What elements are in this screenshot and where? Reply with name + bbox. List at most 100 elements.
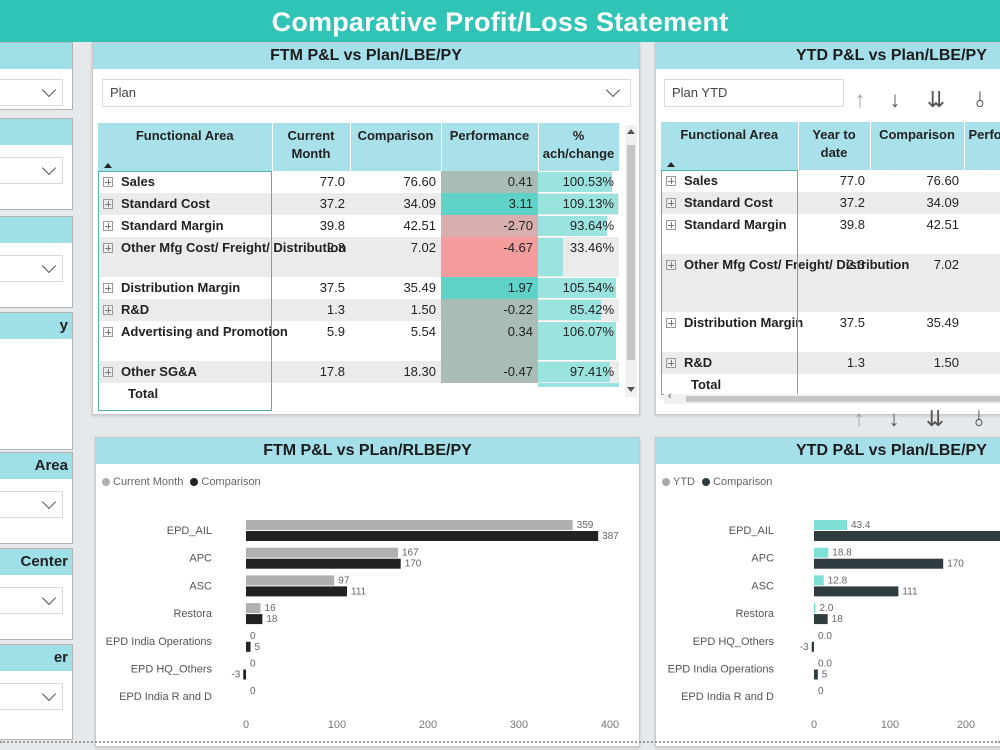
scroll-left-icon[interactable]: ‹	[668, 390, 672, 402]
table-row[interactable]: R&D 1.3 1.50	[661, 352, 1000, 374]
slicer-4[interactable]: Area	[0, 452, 73, 544]
functional-area-cell[interactable]: Standard Cost	[98, 193, 272, 215]
functional-area-label: Distribution Margin	[684, 315, 804, 330]
functional-area-cell[interactable]: Distribution Margin	[661, 312, 803, 352]
table-row[interactable]: Advertising and Promotion 5.9 5.54 0.34 106.…	[98, 321, 619, 361]
ytd-col-year-to-date[interactable]: Year to date	[798, 122, 871, 170]
table-row[interactable]: Standard Margin 39.8 42.51	[661, 214, 1000, 254]
functional-area-cell[interactable]: Other SG&A	[98, 361, 272, 383]
slicer-dropdown[interactable]	[0, 491, 63, 518]
functional-area-cell[interactable]: Distribution Margin	[98, 277, 272, 299]
expand-icon[interactable]	[103, 305, 113, 315]
scroll-up-icon[interactable]	[627, 129, 635, 134]
ytd-scroll-thumb[interactable]	[686, 396, 1000, 402]
pct-ach-change-cell: 105.54%	[538, 277, 619, 299]
expand-hierarchy-icon[interactable]: ⫰	[975, 87, 985, 112]
bar-primary	[246, 603, 261, 614]
slicer-dropdown[interactable]	[0, 79, 63, 106]
expand-icon[interactable]	[666, 198, 676, 208]
slicer-2[interactable]	[0, 216, 73, 308]
table-row[interactable]: Distribution Margin 37.5 35.49	[661, 312, 1000, 352]
functional-area-cell[interactable]: Sales	[98, 171, 272, 193]
functional-area-cell[interactable]: Standard Margin	[661, 214, 798, 254]
table-row[interactable]: Other Mfg Cost/ Freight/ Distribution 2.3…	[661, 254, 1000, 312]
ytd-col-functional-area[interactable]: Functional Area	[661, 122, 799, 170]
table-row[interactable]: Sales 77.0 76.60	[661, 170, 1000, 192]
table-row[interactable]: Standard Margin 39.8 42.51 -2.70 93.64%	[98, 215, 619, 237]
expand-next-level-icon[interactable]: ⇊	[926, 87, 946, 112]
functional-area-cell[interactable]: R&D	[98, 299, 272, 321]
ytd-table-visual[interactable]: YTD P&L vs Plan/LBE/PY Plan YTD ↑ ↓ ⇊ ⫰ …	[655, 42, 1000, 415]
scroll-down-icon[interactable]	[627, 387, 635, 392]
drill-up-icon[interactable]: ↑	[853, 406, 865, 431]
table-row[interactable]: Sales 77.0 76.60 0.41 100.53%	[98, 171, 619, 193]
table-row[interactable]: Standard Cost 37.2 34.09	[661, 192, 1000, 214]
slicer-6[interactable]: er	[0, 644, 73, 740]
expand-icon[interactable]	[666, 260, 676, 270]
slicer-0[interactable]	[0, 42, 73, 110]
table-row[interactable]: R&D 1.3 1.50 -0.22 85.42%	[98, 299, 619, 321]
ftm-bar-chart-visual[interactable]: FTM P&L vs PLan/RLBE/PY Current Month Co…	[95, 437, 640, 747]
drill-down-icon[interactable]: ↓	[889, 87, 901, 112]
expand-hierarchy-icon[interactable]: ⫰	[974, 406, 984, 431]
total-row[interactable]: Total	[661, 374, 1000, 395]
expand-icon[interactable]	[666, 176, 676, 186]
functional-area-cell[interactable]: Standard Cost	[661, 192, 798, 214]
functional-area-cell[interactable]: R&D	[661, 352, 798, 374]
ftm-vertical-scrollbar[interactable]	[625, 125, 637, 397]
ftm-col-current-month[interactable]: Current Month	[272, 123, 351, 171]
ytd-comparison-dropdown[interactable]: Plan YTD	[664, 79, 844, 107]
functional-area-cell[interactable]: Other Mfg Cost/ Freight/ Distribution	[98, 237, 346, 277]
expand-icon[interactable]	[666, 220, 676, 230]
slicer-5[interactable]: Center	[0, 548, 73, 640]
ftm-table-visual[interactable]: FTM P&L vs Plan/LBE/PY Plan Functional A…	[92, 42, 640, 415]
ftm-comparison-dropdown[interactable]: Plan	[102, 79, 631, 107]
expand-icon[interactable]	[103, 177, 113, 187]
expand-icon[interactable]	[666, 318, 676, 328]
ftm-col-pct-ach-change[interactable]: % ach/change	[538, 123, 620, 171]
ftm-col-comparison[interactable]: Comparison	[350, 123, 442, 171]
ytd-bar-chart-visual[interactable]: YTD P&L vs Plan/LBE/PY YTD Comparison 0 1…	[655, 437, 1000, 747]
table-row[interactable]: Other Mfg Cost/ Freight/ Distribution 2.3…	[98, 237, 619, 277]
expand-icon[interactable]	[103, 327, 113, 337]
ytd-col-performance[interactable]: Perfo	[964, 122, 1000, 170]
ftm-col-performance[interactable]: Performance	[441, 123, 539, 171]
functional-area-cell[interactable]: Advertising and Promotion	[98, 321, 288, 361]
ftm-scroll-thumb[interactable]	[627, 145, 635, 360]
expand-icon[interactable]	[103, 221, 113, 231]
drill-down-icon[interactable]: ↓	[888, 406, 900, 431]
slicer-dropdown[interactable]	[0, 157, 63, 184]
ytd-col-comparison[interactable]: Comparison	[870, 122, 965, 170]
comparison-cell: 76.60	[926, 173, 959, 188]
expand-icon[interactable]	[103, 199, 113, 209]
table-row[interactable]: Distribution Margin 37.5 35.49 1.97 105.54%	[98, 277, 619, 299]
comparison-cell: 34.09	[870, 192, 964, 214]
functional-area-cell[interactable]: Sales	[661, 170, 798, 192]
bar-comparison	[814, 586, 899, 597]
expand-icon[interactable]	[103, 243, 113, 253]
ftm-col-functional-area[interactable]: Functional Area	[98, 123, 273, 171]
drill-up-icon[interactable]: ↑	[854, 87, 866, 112]
slicer-dropdown[interactable]	[0, 683, 63, 710]
total-row[interactable]: Total	[98, 383, 619, 409]
chevron-down-icon	[41, 258, 57, 274]
slicer-dropdown[interactable]	[0, 587, 63, 614]
slicer-1[interactable]	[0, 118, 73, 210]
pct-data-bar	[538, 322, 617, 360]
table-row[interactable]: Other SG&A 17.8 18.30 -0.47 97.41%	[98, 361, 619, 383]
expand-icon[interactable]	[103, 367, 113, 377]
category-label: EPD India Operations	[106, 636, 213, 648]
functional-area-cell[interactable]: Standard Margin	[98, 215, 272, 237]
functional-area-cell[interactable]: Other Mfg Cost/ Freight/ Distribution	[661, 254, 909, 312]
table-row[interactable]: Standard Cost 37.2 34.09 3.11 109.13%	[98, 193, 619, 215]
slicer-3[interactable]: y	[0, 312, 73, 450]
ytd-horizontal-scrollbar[interactable]: ‹	[664, 390, 1000, 404]
expand-next-level-icon[interactable]: ⇊	[925, 406, 945, 431]
pct-value: 33.46%	[569, 240, 614, 255]
expand-icon[interactable]	[666, 358, 676, 368]
slicer-dropdown[interactable]	[0, 255, 63, 282]
total-cell	[350, 383, 441, 409]
bar-comparison	[246, 531, 599, 541]
ytd-pl-table: Functional Area Year to date Comparison …	[661, 122, 1000, 395]
expand-icon[interactable]	[103, 283, 113, 293]
